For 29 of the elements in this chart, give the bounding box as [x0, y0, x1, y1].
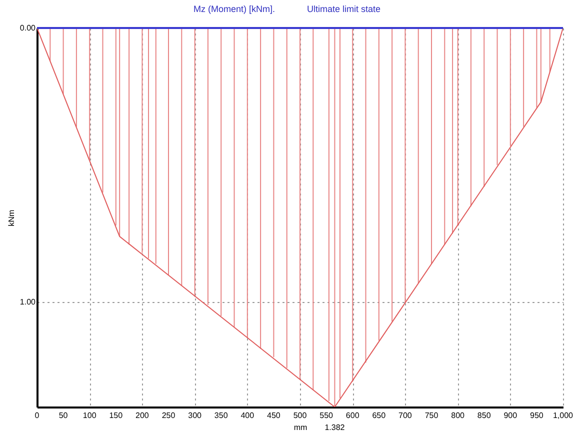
x-tick-label: 400: [240, 411, 255, 420]
x-tick-label: 600: [346, 411, 360, 420]
x-tick-label: 800: [451, 411, 466, 420]
x-tick-label: 1,000: [552, 411, 574, 420]
x-tick-label: 350: [214, 411, 228, 420]
x-tick-label: 150: [109, 411, 124, 420]
x-axis-title: mm: [294, 423, 308, 432]
x-tick-label: 700: [398, 411, 412, 420]
y-tick-label: 1.00: [20, 298, 36, 307]
chart-subtitle: Ultimate limit state: [306, 4, 381, 14]
y-tick-label: 0.00: [20, 24, 36, 32]
x-tick-label: 300: [188, 411, 202, 420]
x-tick-label: 850: [477, 411, 492, 420]
x-tick-label: 100: [82, 411, 97, 420]
x-tick-label: 750: [424, 411, 439, 420]
x-tick-label: 250: [162, 411, 176, 420]
y-axis-title: kNm: [6, 209, 16, 226]
x-tick-label: 900: [504, 411, 518, 420]
annotation: 1.382: [324, 423, 346, 432]
chart-title: Mz (Moment) [kNm].: [193, 4, 275, 14]
x-tick-label: 950: [530, 411, 544, 420]
x-tick-label: 0: [34, 411, 40, 420]
x-tick-label: 50: [58, 411, 68, 420]
x-tick-label: 450: [267, 411, 281, 420]
x-tick-label: 650: [372, 411, 386, 420]
x-tick-label: 200: [136, 411, 150, 420]
x-tick-label: 500: [293, 411, 308, 420]
x-tick-label: 550: [320, 411, 334, 420]
line-series: [37, 28, 563, 407]
